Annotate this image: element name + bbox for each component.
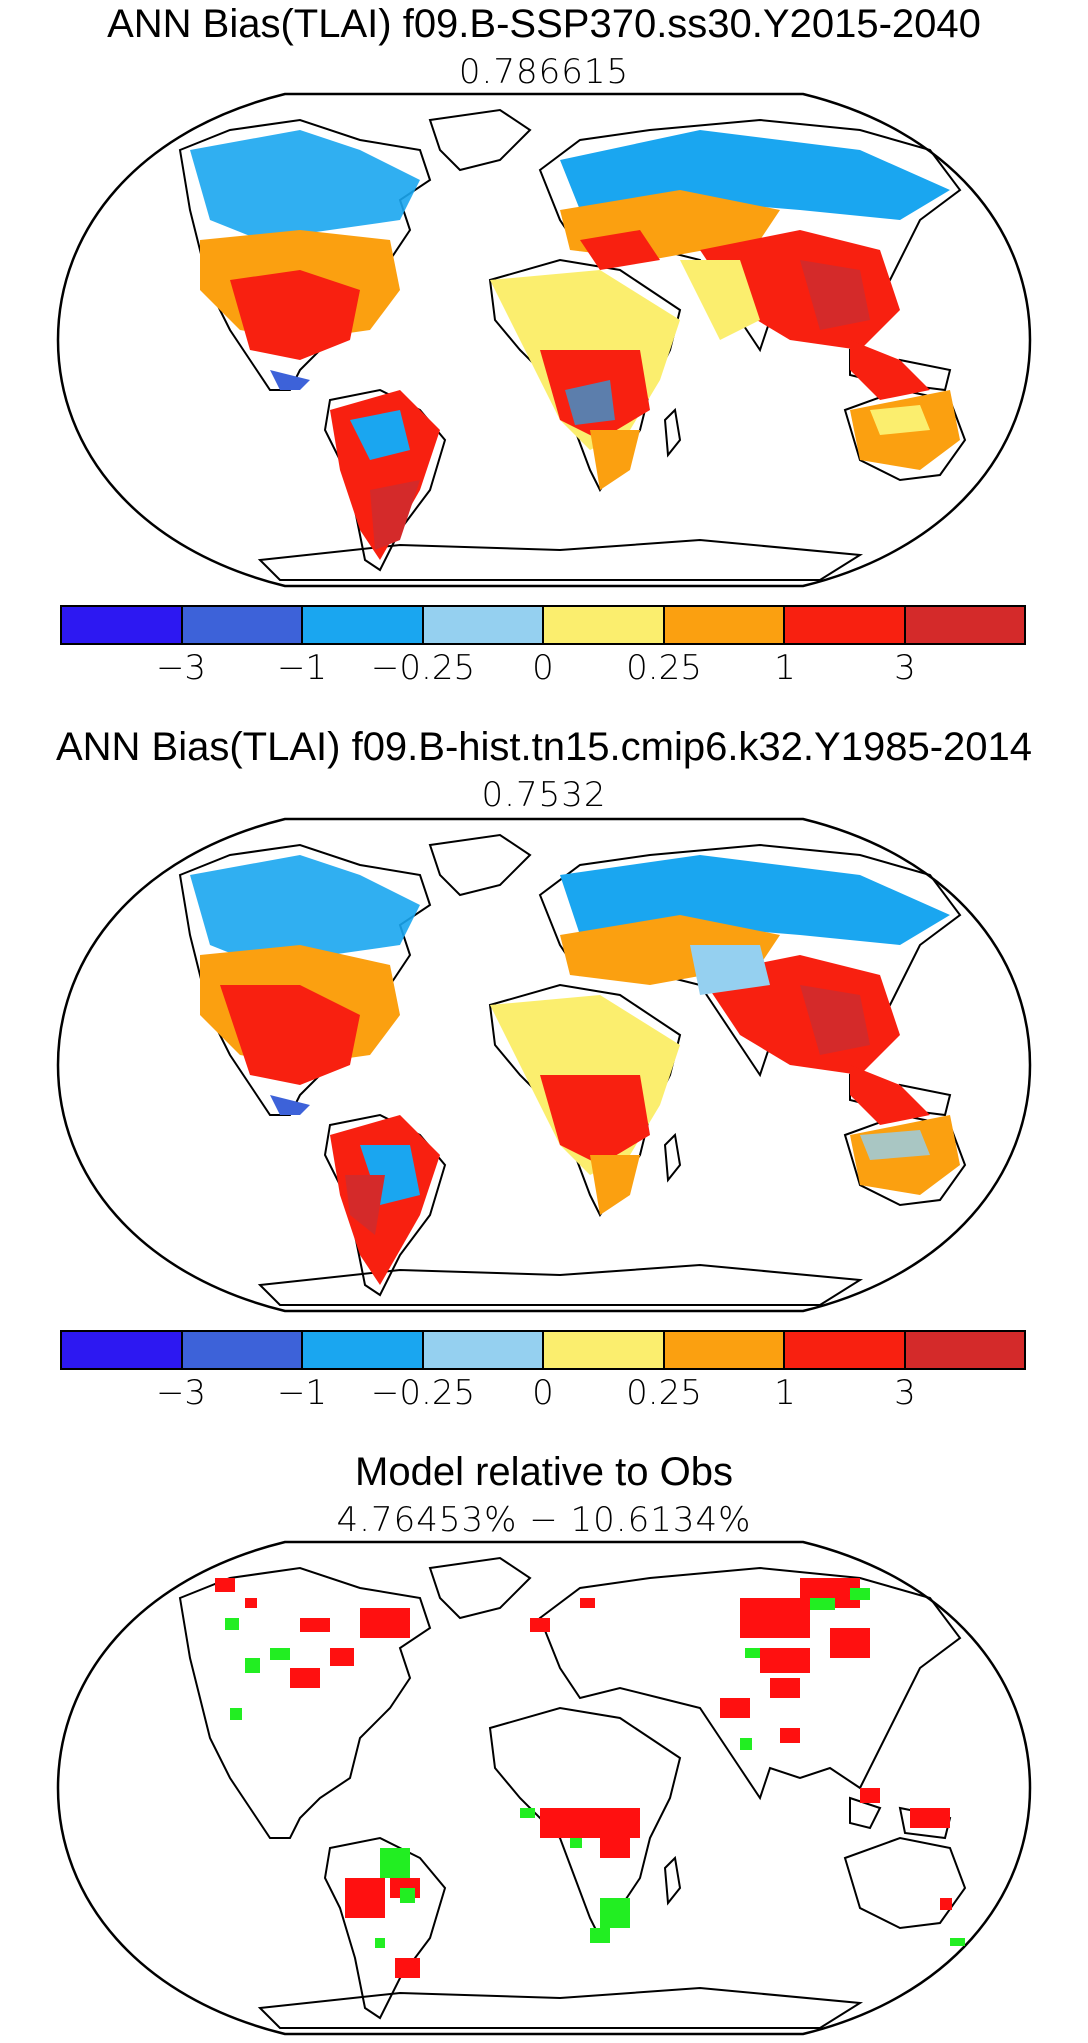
tick-label: 3 xyxy=(894,1373,916,1413)
panel2-title: ANN Bias(TLAI) f09.B-hist.tn15.cmip6.k32… xyxy=(55,725,1033,769)
colorbar-swatch xyxy=(664,607,785,643)
colorbar-swatch xyxy=(182,607,303,643)
colorbar-swatch xyxy=(785,607,906,643)
panel3-title: Model relative to Obs xyxy=(355,1450,733,1494)
tick-label: 1 xyxy=(774,1373,796,1413)
colorbar-swatch xyxy=(544,607,665,643)
panel1-subtitle: 0.786615 xyxy=(458,52,630,92)
tick-label: −0.25 xyxy=(370,1373,476,1413)
colorbar-2 xyxy=(60,1330,1026,1370)
panel2-subtitle: 0.7532 xyxy=(481,775,607,815)
colorbar-2-ticks: −3 −1 −0.25 0 0.25 1 3 xyxy=(0,1373,1088,1418)
tick-label: −1 xyxy=(276,1373,328,1413)
colorbar-swatch xyxy=(62,1332,183,1368)
tick-label: −0.25 xyxy=(370,648,476,688)
panel1-map xyxy=(56,92,1032,588)
tick-label: 0 xyxy=(532,1373,554,1413)
colorbar-swatch xyxy=(423,1332,544,1368)
tick-label: −1 xyxy=(276,648,328,688)
tick-label: 3 xyxy=(894,648,916,688)
panel3-significance-field xyxy=(215,1578,965,1978)
tick-label: 0.25 xyxy=(626,648,702,688)
panel2-bias-field xyxy=(190,855,960,1285)
colorbar-1 xyxy=(60,605,1026,645)
colorbar-swatch xyxy=(303,1332,424,1368)
tick-label: 0 xyxy=(532,648,554,688)
tick-label: −3 xyxy=(155,648,207,688)
tick-label: 0.25 xyxy=(626,1373,702,1413)
colorbar-swatch xyxy=(62,607,183,643)
colorbar-swatch xyxy=(905,607,1024,643)
panel3-map xyxy=(56,1540,1032,2036)
panel2-map xyxy=(56,817,1032,1313)
panel1-title: ANN Bias(TLAI) f09.B-SSP370.ss30.Y2015-2… xyxy=(107,2,981,46)
panel1-bias-field xyxy=(190,130,960,560)
colorbar-1-ticks: −3 −1 −0.25 0 0.25 1 3 xyxy=(0,648,1088,693)
panel3-subtitle: 4.76453% − 10.6134% xyxy=(336,1500,752,1540)
colorbar-swatch xyxy=(423,607,544,643)
colorbar-swatch xyxy=(785,1332,906,1368)
colorbar-swatch xyxy=(905,1332,1024,1368)
colorbar-swatch xyxy=(303,607,424,643)
tick-label: 1 xyxy=(774,648,796,688)
colorbar-swatch xyxy=(182,1332,303,1368)
colorbar-swatch xyxy=(664,1332,785,1368)
colorbar-swatch xyxy=(544,1332,665,1368)
tick-label: −3 xyxy=(155,1373,207,1413)
